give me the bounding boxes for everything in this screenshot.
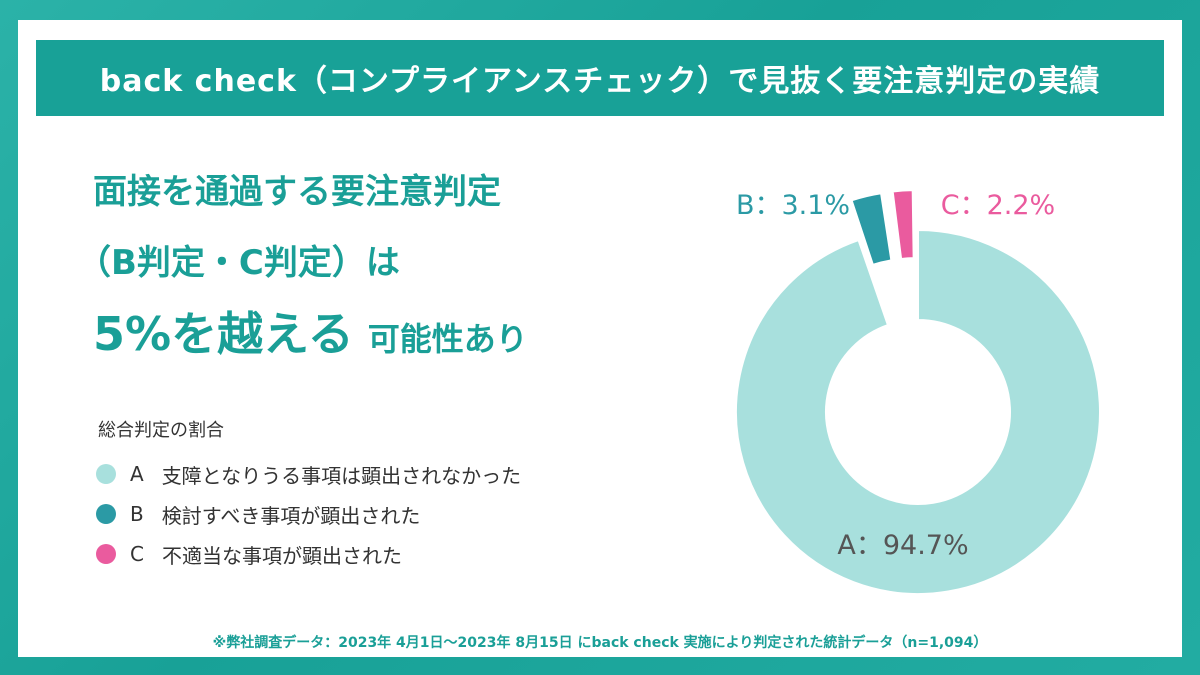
slice-a [735,228,1101,595]
legend-label-c: 不適当な事項が顕出された [161,543,402,568]
legend-label-b: 検討すべき事項が顕出された [161,503,421,528]
legend-label-a: 支障となりうる事項は顕出されなかった [161,463,522,488]
legend-dot-c [96,544,116,564]
content-card: back check（コンプライアンスチェック）で見抜く要注意判定の実績 面接を… [18,20,1182,657]
data-label-c: C：2.2% [941,190,1055,221]
legend-item-c: C 不適当な事項が顕出された [96,534,521,574]
slice-c [891,189,915,261]
legend: 総合判定の割合 A 支障となりうる事項は顕出されなかった B 検討すべき事項が顕… [96,416,521,574]
legend-key-a: A [130,462,144,486]
data-label-b: B：3.1% [736,190,850,221]
headline-line-3: 5%を越える 可能性あり [93,301,653,367]
donut-chart: A：94.7% B：3.1% C：2.2% [735,189,1101,595]
slice-b [850,192,893,267]
legend-dot-b [96,504,116,524]
headline-suffix: 可能性あり [367,320,528,358]
headline-emphasis: 5%を越える [93,307,354,361]
headline-line-1: 面接を通過する要注意判定 [93,172,501,212]
legend-key-b: B [130,502,144,526]
legend-key-c: C [130,542,144,566]
page-title: back check（コンプライアンスチェック）で見抜く要注意判定の実績 [36,40,1164,116]
legend-title: 総合判定の割合 [98,420,224,441]
data-label-a: A：94.7% [837,530,968,561]
legend-dot-a [96,464,116,484]
footnote: ※弊社調査データ：2023年 4月1日〜2023年 8月15日 にback ch… [212,635,988,651]
headline-line-2: （B判定・C判定）は [77,243,400,283]
legend-item-b: B 検討すべき事項が顕出された [96,494,521,534]
legend-item-a: A 支障となりうる事項は顕出されなかった [96,454,521,494]
headline: 面接を通過する要注意判定 （B判定・C判定）は 5%を越える 可能性あり [77,170,653,367]
